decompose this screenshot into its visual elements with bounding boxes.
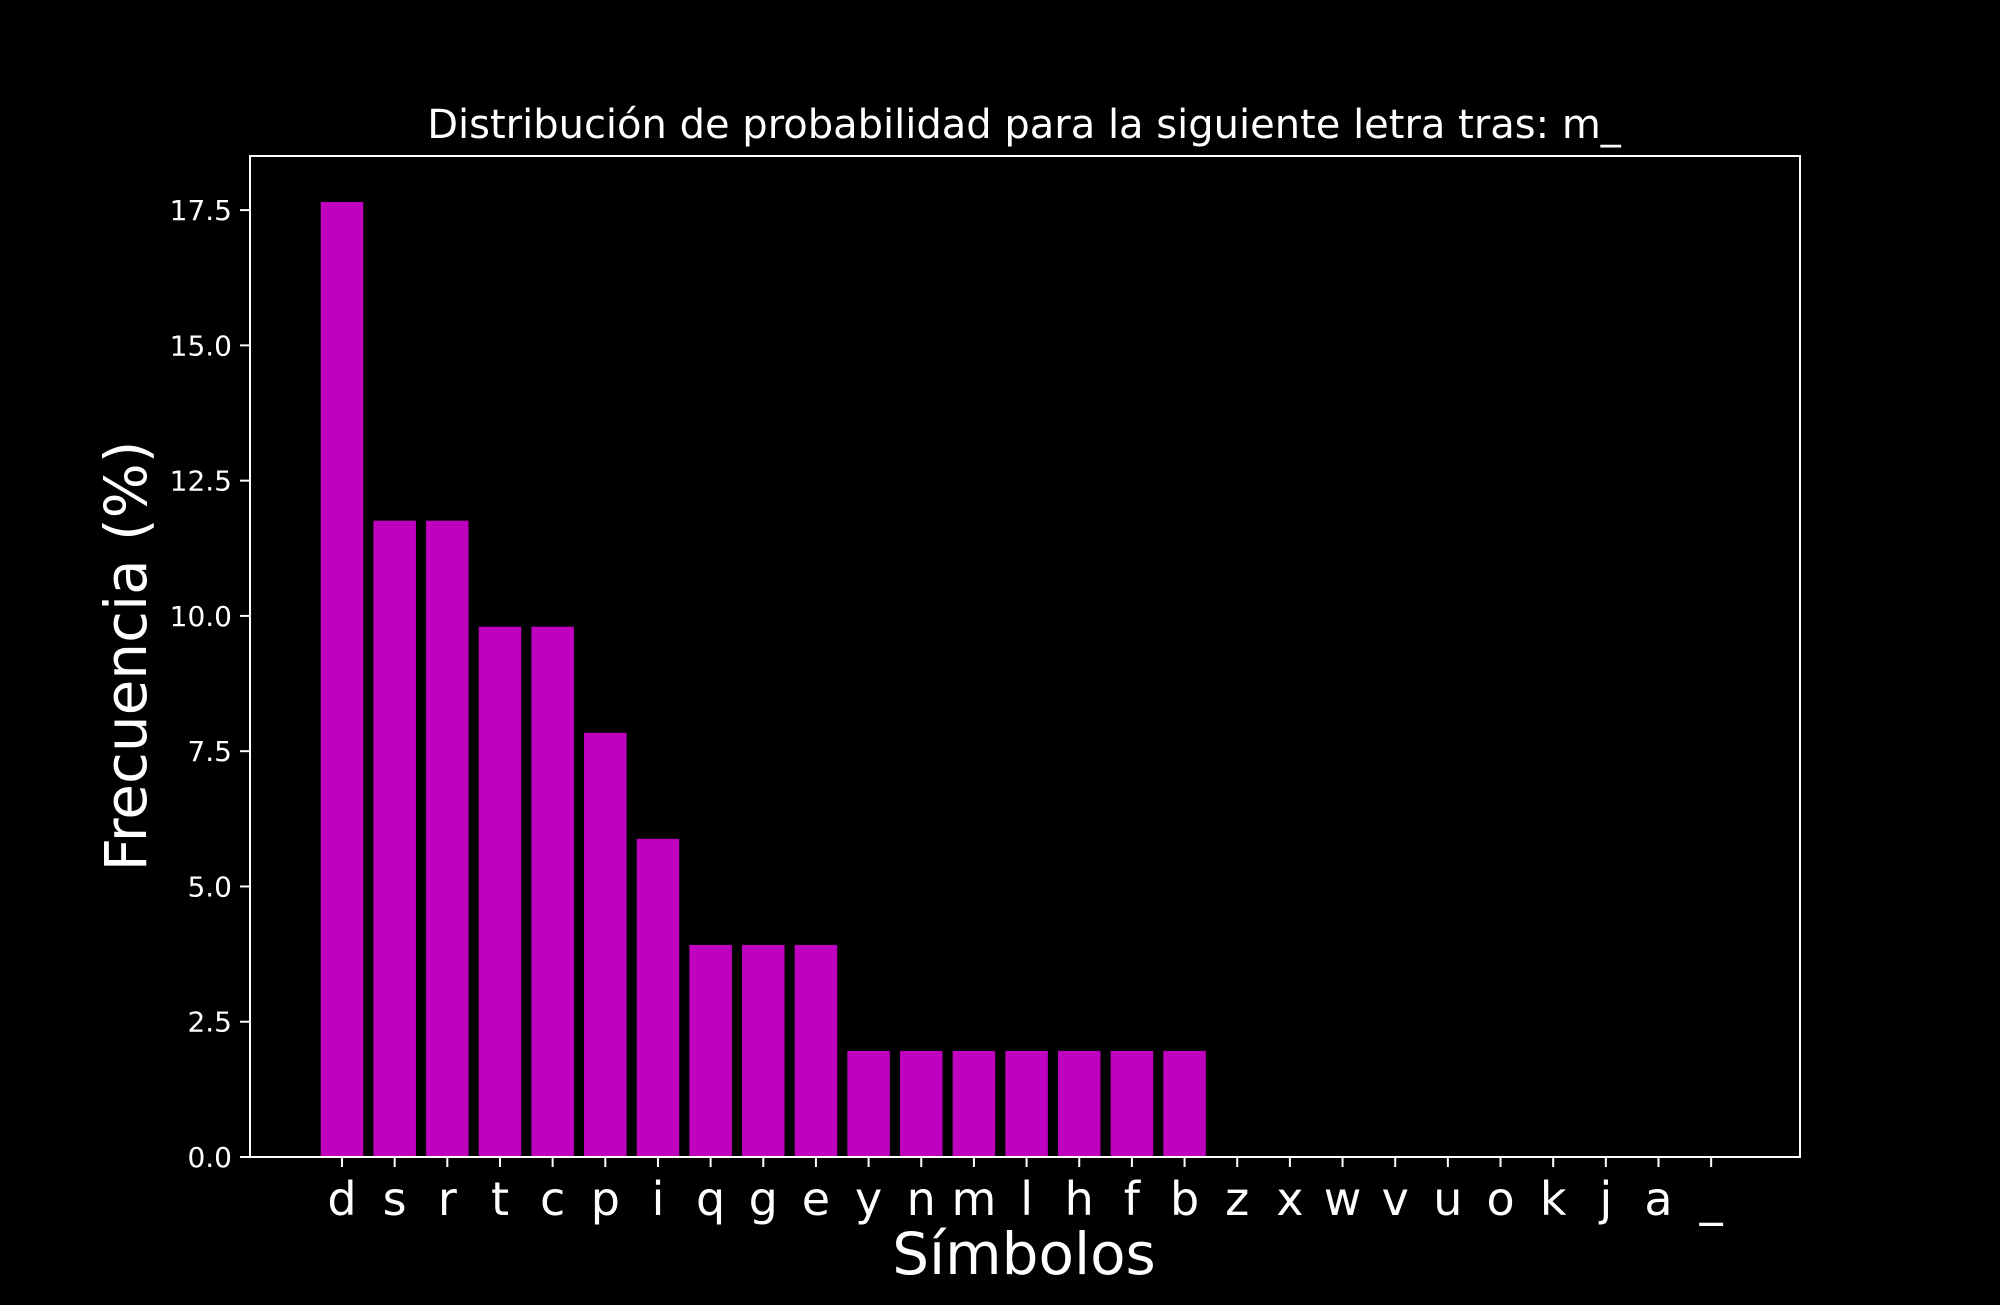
y-tick-label: 10.0 xyxy=(170,600,232,633)
x-axis-ticks: d s r t c p i q g e y n m l h f b z x w v u o k j a _ xyxy=(327,1157,1724,1226)
x-tick-label-c: c xyxy=(540,1172,565,1226)
bar-h xyxy=(1057,1050,1101,1157)
bar-g xyxy=(742,944,785,1157)
x-tick-label-x: x xyxy=(1276,1172,1303,1226)
x-tick-label-u: u xyxy=(1433,1172,1462,1226)
x-tick-label-t: t xyxy=(491,1172,509,1226)
x-tick-label-q: q xyxy=(696,1172,725,1226)
x-tick-label-_: _ xyxy=(1699,1172,1724,1226)
x-tick-label-g: g xyxy=(749,1172,778,1226)
x-tick-label-z: z xyxy=(1225,1172,1249,1226)
x-tick-label-i: i xyxy=(652,1172,665,1226)
bar-p xyxy=(584,732,627,1157)
bar-t xyxy=(478,626,522,1157)
y-tick-label: 2.5 xyxy=(187,1006,232,1039)
bar-d xyxy=(320,201,364,1158)
bars-layer xyxy=(320,201,1206,1158)
bar-c xyxy=(531,626,574,1157)
x-tick-label-s: s xyxy=(383,1172,407,1226)
axes-frame xyxy=(249,155,1801,1158)
x-axis-label: Símbolos xyxy=(892,1220,1156,1288)
y-tick-label: 15.0 xyxy=(170,329,232,362)
bar-n xyxy=(900,1050,943,1157)
x-tick-label-h: h xyxy=(1065,1172,1094,1226)
y-tick-label: 7.5 xyxy=(187,735,232,768)
x-tick-label-w: w xyxy=(1324,1172,1362,1226)
y-axis-label: Frecuencia (%) xyxy=(92,441,160,872)
x-tick-label-y: y xyxy=(855,1172,882,1226)
bar-i xyxy=(636,838,680,1157)
x-tick-label-l: l xyxy=(1020,1172,1033,1226)
bar-s xyxy=(373,520,416,1157)
y-tick-label: 0.0 xyxy=(187,1141,232,1174)
x-tick-label-m: m xyxy=(952,1172,997,1226)
bar-y xyxy=(847,1050,890,1157)
bar-e xyxy=(794,944,838,1157)
bar-b xyxy=(1163,1050,1206,1157)
x-tick-label-j: j xyxy=(1598,1172,1612,1226)
y-tick-label: 5.0 xyxy=(187,870,232,903)
x-tick-label-b: b xyxy=(1170,1172,1199,1226)
y-axis-ticks: 0.0 2.5 5.0 7.5 10.0 12.5 15.0 17.5 xyxy=(170,194,250,1174)
bar-l xyxy=(1005,1050,1048,1157)
bar-r xyxy=(426,520,469,1157)
x-tick-label-n: n xyxy=(907,1172,936,1226)
y-tick-label: 17.5 xyxy=(170,194,232,227)
x-tick-label-e: e xyxy=(802,1172,830,1226)
x-tick-label-o: o xyxy=(1486,1172,1514,1226)
bar-q xyxy=(689,944,732,1157)
x-tick-label-r: r xyxy=(438,1172,457,1226)
y-tick-label: 12.5 xyxy=(170,465,232,498)
bar-f xyxy=(1110,1050,1154,1157)
x-tick-label-v: v xyxy=(1382,1172,1409,1226)
x-tick-label-a: a xyxy=(1644,1172,1672,1226)
x-tick-label-k: k xyxy=(1540,1172,1567,1226)
x-tick-label-p: p xyxy=(591,1172,620,1226)
bar-m xyxy=(952,1050,996,1157)
x-tick-label-d: d xyxy=(327,1172,356,1226)
x-tick-label-f: f xyxy=(1124,1172,1142,1226)
chart-title: Distribución de probabilidad para la sig… xyxy=(427,102,1622,148)
